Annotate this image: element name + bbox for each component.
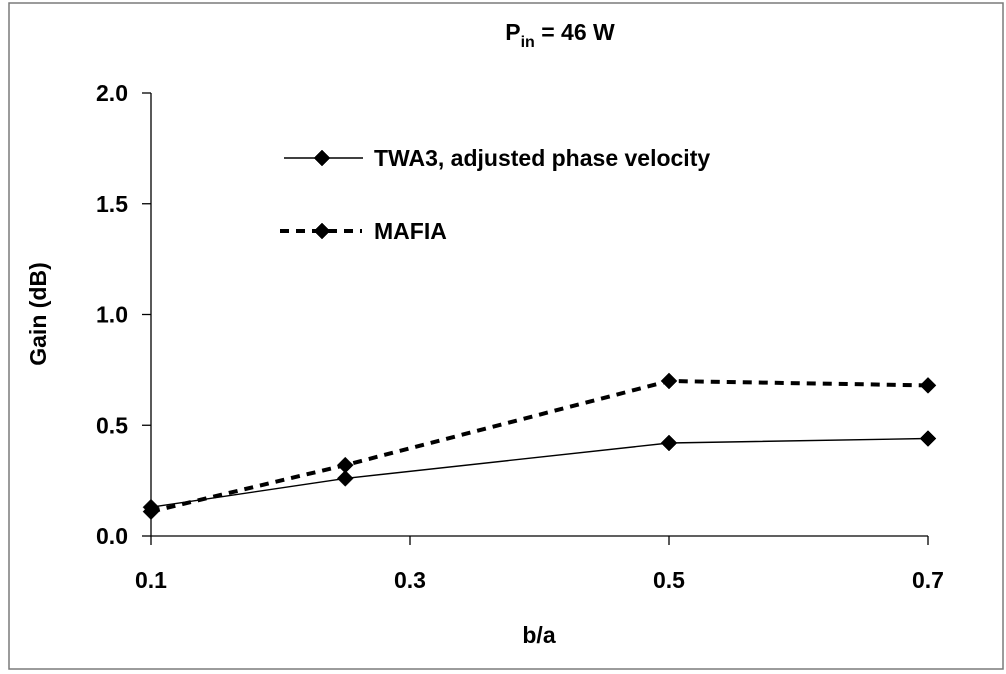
x-tick-label: 0.1 xyxy=(135,567,167,593)
chart-title-subscript: in xyxy=(521,34,535,51)
y-tick-label: 1.0 xyxy=(96,302,128,328)
legend-item-twa3: TWA3, adjusted phase velocity xyxy=(284,145,710,171)
legend-label-twa3: TWA3, adjusted phase velocity xyxy=(374,145,710,171)
chart-frame xyxy=(8,2,1004,670)
legend-marker-mafia xyxy=(313,222,331,240)
y-tick-label: 1.5 xyxy=(96,191,128,217)
series-line-mafia xyxy=(150,378,929,514)
data-point-twa3 xyxy=(142,498,160,516)
y-tick-label: 0.5 xyxy=(96,412,128,438)
data-point-mafia xyxy=(919,377,937,394)
chart-title: Pin = 46 W xyxy=(505,19,615,51)
series-layer xyxy=(142,372,937,520)
legend-item-mafia: MAFIA xyxy=(280,218,447,244)
x-tick-label: 0.7 xyxy=(912,567,944,593)
x-tick-label: 0.3 xyxy=(394,567,426,593)
y-tick-label: 2.0 xyxy=(96,80,128,106)
data-point-twa3 xyxy=(336,470,354,487)
legend-label-mafia: MAFIA xyxy=(374,218,447,244)
data-point-twa3 xyxy=(660,434,678,452)
chart-title-main: P xyxy=(505,19,520,45)
chart-title-suffix: = 46 W xyxy=(535,19,615,45)
y-tick-label: 0.0 xyxy=(96,523,128,549)
x-ticks: 0.1 0.3 0.5 0.7 xyxy=(135,536,944,593)
data-point-mafia xyxy=(660,372,678,390)
y-ticks: 0.0 0.5 1.0 1.5 2.0 xyxy=(96,80,151,549)
legend: TWA3, adjusted phase velocity MAFIA xyxy=(280,145,710,244)
y-axis-title: Gain (dB) xyxy=(25,262,51,366)
x-axis-title: b/a xyxy=(522,622,555,648)
data-point-twa3 xyxy=(919,430,937,447)
legend-marker-twa3 xyxy=(313,149,331,167)
x-tick-label: 0.5 xyxy=(653,567,685,593)
series-line-twa3 xyxy=(150,437,929,508)
